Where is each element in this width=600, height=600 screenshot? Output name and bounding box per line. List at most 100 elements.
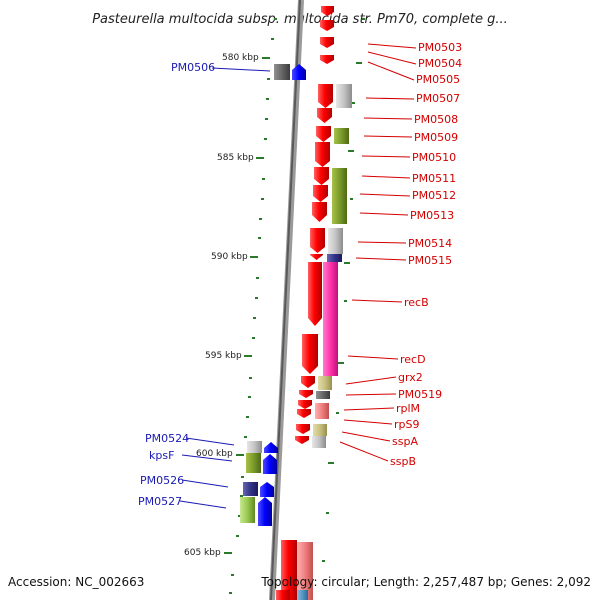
- gene-arrow: [263, 454, 277, 474]
- tick-mark: [236, 535, 239, 537]
- scale-label-600: 600 kbp: [196, 449, 233, 459]
- gene-label: kpsF: [149, 449, 174, 462]
- gene-label: PM0519: [398, 388, 442, 401]
- gene-label: PM0505: [416, 73, 460, 86]
- cog-blocks: [240, 64, 352, 600]
- tick-mark: [248, 396, 251, 398]
- tick-mark: [261, 198, 264, 200]
- gene-arrow: [258, 497, 272, 526]
- scale-label-590: 590 kbp: [211, 252, 248, 262]
- gene-arrow: [315, 142, 330, 167]
- gene-arrow: [260, 482, 274, 497]
- leader-line: [181, 454, 233, 462]
- leader-line: [179, 500, 227, 509]
- gene-arrow: [318, 84, 333, 108]
- gene-arrow: [310, 254, 323, 260]
- cog-block: [316, 391, 330, 399]
- gene-arrow: [292, 64, 306, 80]
- gene-label: PM0507: [416, 92, 460, 105]
- cog-block: [332, 168, 347, 224]
- accession-text: Accession: NC_002663: [8, 575, 144, 589]
- leader-line: [355, 257, 407, 261]
- tick-mark: [362, 18, 365, 20]
- reverse-genes: [258, 64, 306, 526]
- gene-label: grx2: [398, 371, 423, 384]
- cog-block: [296, 590, 308, 600]
- leader-line: [361, 175, 411, 179]
- leader-line: [367, 51, 417, 65]
- tick-mark: [240, 495, 243, 497]
- cog-block: [313, 424, 327, 436]
- tick-mark: [231, 574, 234, 576]
- cog-block: [243, 482, 258, 496]
- outer-tick-marks: [322, 18, 365, 562]
- leader-line: [339, 441, 389, 462]
- tick-mark: [255, 297, 258, 299]
- tick-mark: [336, 412, 339, 414]
- gene-arrow: [320, 55, 334, 64]
- gene-label: recB: [404, 296, 429, 309]
- tick-mark: [250, 256, 258, 258]
- scale-label-580: 580 kbp: [222, 53, 259, 63]
- cog-block: [315, 403, 329, 419]
- tick-mark: [338, 362, 344, 364]
- scale-labels: 580 kbp 585 kbp 590 kbp 595 kbp 600 kbp …: [184, 53, 259, 558]
- tick-mark: [344, 262, 350, 264]
- gene-label: recD: [400, 353, 426, 366]
- cog-block: [327, 254, 342, 262]
- tick-mark: [265, 118, 268, 120]
- tick-mark: [352, 102, 355, 104]
- gene-label: PM0526: [140, 474, 184, 487]
- gene-label: PM0503: [418, 41, 462, 54]
- tick-mark: [246, 416, 249, 418]
- gene-label: PM0524: [145, 432, 189, 445]
- leader-line: [365, 97, 415, 100]
- gene-label: PM0513: [410, 209, 454, 222]
- leader-line: [211, 67, 271, 72]
- topology-text: Topology: circular; Length: 2,257,487 bp…: [260, 575, 591, 589]
- tick-mark: [356, 62, 362, 64]
- tick-mark: [241, 476, 244, 478]
- leader-line: [343, 419, 393, 425]
- gene-label: PM0510: [412, 151, 456, 164]
- gene-arrow: [321, 6, 334, 16]
- forward-genes: [276, 6, 334, 600]
- leader-line: [363, 135, 413, 138]
- tick-mark: [249, 377, 252, 379]
- cog-block: [240, 497, 255, 523]
- leader-line: [181, 479, 229, 488]
- tick-mark: [244, 355, 252, 357]
- tick-mark: [271, 38, 274, 40]
- gene-arrow: [308, 262, 322, 326]
- leader-line: [363, 117, 413, 120]
- label-leaders: [179, 43, 417, 509]
- leader-line: [341, 431, 391, 442]
- gene-label: PM0515: [408, 254, 452, 267]
- gene-label: PM0511: [412, 172, 456, 185]
- gene-arrow: [320, 20, 334, 31]
- gene-arrow: [310, 228, 325, 253]
- cog-block: [297, 542, 313, 600]
- tick-mark: [236, 454, 244, 456]
- tick-mark: [256, 157, 264, 159]
- tick-mark: [224, 552, 232, 554]
- gene-arrow: [295, 436, 309, 444]
- gene-arrow: [320, 37, 334, 48]
- cog-block: [328, 228, 343, 254]
- gene-label: PM0506: [171, 61, 215, 74]
- cog-block: [336, 84, 352, 108]
- tick-mark: [344, 300, 347, 302]
- gene-arrow: [299, 390, 313, 398]
- gene-label: PM0508: [414, 113, 458, 126]
- gene-label: rpS9: [394, 418, 420, 431]
- leader-line: [367, 43, 417, 49]
- tick-mark: [252, 337, 255, 339]
- gene-arrow: [302, 334, 318, 374]
- gene-arrow: [301, 376, 315, 388]
- leader-line: [357, 241, 407, 244]
- tick-mark: [326, 512, 329, 514]
- gene-arrow: [314, 167, 329, 185]
- gene-arrow: [276, 590, 290, 600]
- tick-mark: [348, 150, 354, 152]
